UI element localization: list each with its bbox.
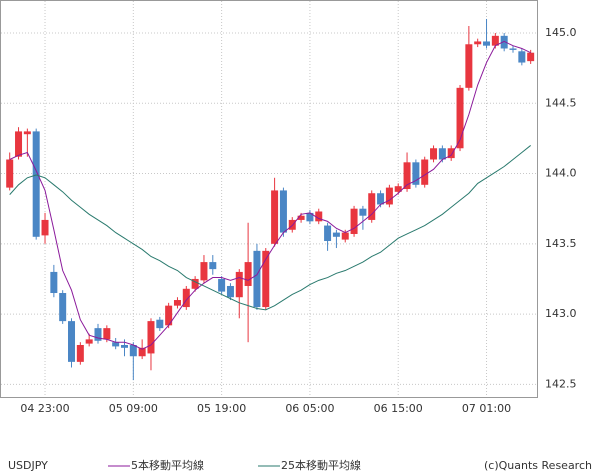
- candle-body: [368, 193, 376, 220]
- symbol: USDJPY: [8, 459, 48, 472]
- candle-body: [173, 300, 181, 306]
- candle-body: [23, 131, 31, 135]
- candle-body: [138, 347, 146, 357]
- candle-body: [500, 35, 508, 49]
- legend-label: 25本移動平均線: [281, 458, 361, 472]
- candle-body: [474, 41, 482, 45]
- candle-body: [430, 148, 438, 160]
- candle-body: [403, 162, 411, 190]
- x-tick-label: 05 19:00: [197, 402, 246, 415]
- moving-average-line: [9, 40, 531, 350]
- candle-body: [15, 131, 23, 157]
- candle-body: [235, 271, 243, 298]
- candle-body: [112, 342, 120, 347]
- candle-body: [147, 321, 155, 354]
- x-tick-label: 07 01:00: [462, 402, 511, 415]
- candle-body: [41, 219, 49, 236]
- y-tick-label: 142.5: [545, 377, 577, 390]
- candle-body: [76, 345, 84, 362]
- plot-frame: [0, 0, 538, 398]
- candle-body: [209, 262, 217, 270]
- candle-body: [50, 271, 58, 294]
- x-tick-label: 06 05:00: [285, 402, 334, 415]
- candle-body: [324, 225, 332, 242]
- candle-body: [253, 250, 261, 308]
- candle-body: [297, 215, 305, 220]
- candle-body: [165, 305, 173, 326]
- candle-body: [527, 52, 535, 62]
- candle-body: [6, 159, 14, 188]
- candle-body: [68, 321, 76, 362]
- candle-body: [200, 262, 208, 281]
- candle-body: [491, 35, 499, 46]
- candle-body: [103, 328, 111, 340]
- candle-body: [332, 232, 340, 237]
- candle-body: [279, 190, 287, 233]
- candle-body: [483, 41, 491, 46]
- moving-average-line: [9, 145, 531, 311]
- candle-body: [306, 212, 314, 222]
- candle-body: [59, 293, 67, 322]
- candle-body: [262, 250, 270, 308]
- candle-body: [271, 190, 279, 244]
- candle-body: [341, 232, 349, 240]
- candle-body: [226, 285, 234, 298]
- candle-body: [518, 51, 526, 63]
- candle-body: [156, 319, 164, 329]
- candle-body: [394, 186, 402, 192]
- y-tick-label: 144.5: [545, 96, 577, 109]
- credit: (c)Quants Research: [484, 459, 592, 472]
- candle-body: [244, 262, 252, 286]
- candle-body: [218, 278, 226, 292]
- candle-body: [412, 162, 420, 185]
- candle-body: [191, 278, 199, 289]
- x-tick-label: 06 15:00: [374, 402, 423, 415]
- legend-label: 5本移動平均線: [131, 458, 204, 472]
- candle-body: [359, 208, 367, 216]
- candle-body: [85, 339, 93, 344]
- candle-body: [182, 288, 190, 308]
- candle-body: [377, 193, 385, 205]
- candle-body: [465, 44, 473, 88]
- y-tick-label: 144.0: [545, 167, 577, 180]
- candle-body: [32, 131, 40, 237]
- candle-body: [350, 208, 358, 234]
- candle-body: [385, 187, 393, 205]
- candle-body: [129, 345, 137, 357]
- candle-body: [447, 148, 455, 159]
- y-tick-label: 143.5: [545, 237, 577, 250]
- candle-body: [315, 211, 323, 222]
- x-tick-label: 04 23:00: [20, 402, 69, 415]
- x-tick-label: 05 09:00: [109, 402, 158, 415]
- y-tick-label: 143.0: [545, 307, 577, 320]
- candle-body: [94, 328, 102, 341]
- candle-body: [421, 159, 429, 185]
- y-tick-label: 145.0: [545, 26, 577, 39]
- candle-body: [509, 48, 517, 50]
- candle-body: [438, 148, 446, 160]
- candle-body: [120, 345, 128, 348]
- candle-body: [456, 87, 464, 149]
